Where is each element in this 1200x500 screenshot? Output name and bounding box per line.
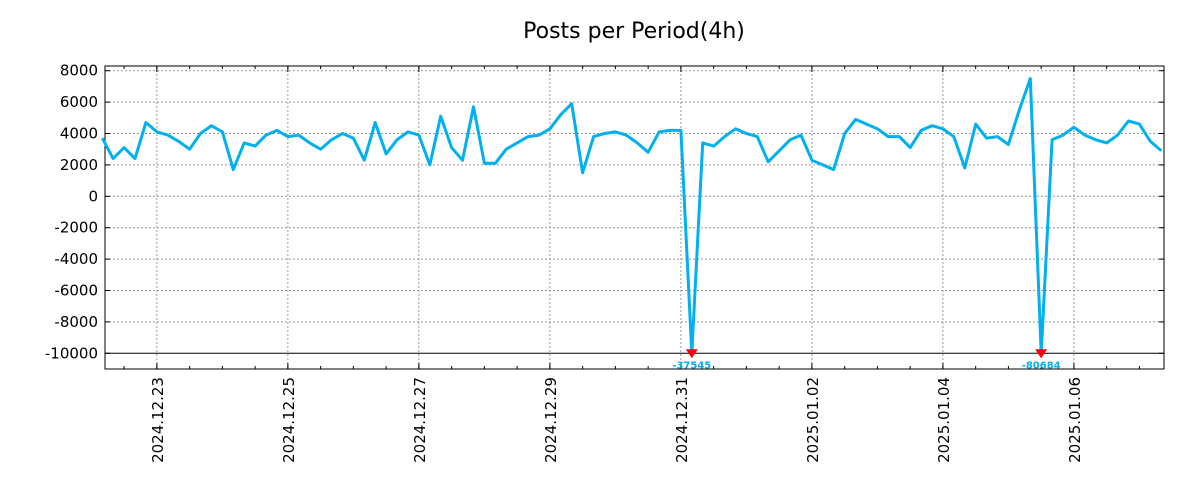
- y-tick-label: 4000: [60, 125, 98, 143]
- y-tick-label: 8000: [60, 62, 98, 80]
- y-tick-label: -6000: [54, 282, 98, 300]
- x-tick-label: 2024.12.27: [411, 377, 429, 463]
- y-tick-label: -10000: [45, 344, 98, 362]
- x-tick-label: 2025.01.04: [935, 377, 953, 463]
- y-tick-label: -4000: [54, 250, 98, 268]
- clipped-value-label: -37545: [672, 360, 711, 371]
- y-tick-label: -2000: [54, 219, 98, 237]
- clipped-value-marker: [1035, 349, 1048, 359]
- clipped-value-marker: [685, 349, 698, 359]
- y-tick-label: 2000: [60, 156, 98, 174]
- x-tick-label: 2025.01.06: [1066, 377, 1084, 463]
- x-tick-label: 2024.12.29: [542, 377, 560, 463]
- clipped-value-label: -80684: [1022, 360, 1061, 371]
- x-tick-label: 2024.12.25: [280, 377, 298, 463]
- x-tick-label: 2025.01.02: [804, 377, 822, 463]
- y-tick-label: -8000: [54, 313, 98, 331]
- x-tick-label: 2024.12.23: [149, 377, 167, 463]
- series-line-posts: [100, 77, 1163, 355]
- chart-title: Posts per Period(4h): [523, 19, 745, 44]
- x-tick-label: 2024.12.31: [673, 377, 691, 463]
- y-tick-label: 6000: [60, 93, 98, 111]
- y-tick-label: 0: [88, 187, 98, 205]
- plot-frame: [104, 65, 1165, 370]
